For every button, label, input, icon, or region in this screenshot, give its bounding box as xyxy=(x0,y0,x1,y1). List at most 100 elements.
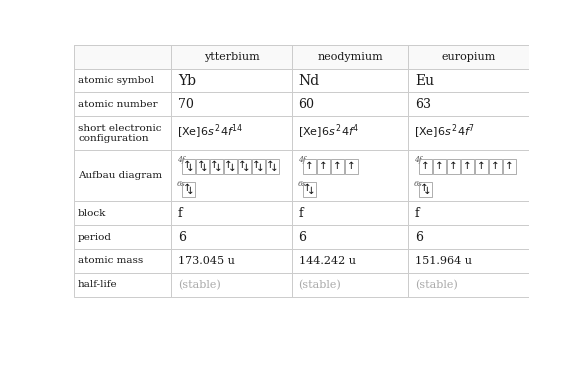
Bar xyxy=(409,45,529,69)
Bar xyxy=(74,201,172,225)
Text: 173.045 u: 173.045 u xyxy=(178,256,235,266)
Text: ↑: ↑ xyxy=(347,161,356,171)
Bar xyxy=(224,159,237,174)
Bar xyxy=(74,69,172,93)
Bar xyxy=(292,249,409,273)
Text: ↑: ↑ xyxy=(238,160,247,170)
Text: ↑: ↑ xyxy=(435,161,444,171)
Text: 4f: 4f xyxy=(177,157,185,164)
Bar xyxy=(409,93,529,116)
Text: ytterbium: ytterbium xyxy=(204,52,260,62)
Bar xyxy=(409,249,529,273)
Text: neodymium: neodymium xyxy=(318,52,383,62)
Bar xyxy=(409,201,529,225)
Bar xyxy=(419,182,432,197)
Bar xyxy=(74,225,172,249)
Text: ↓: ↓ xyxy=(270,163,278,173)
Text: 151.964 u: 151.964 u xyxy=(415,256,472,266)
Bar xyxy=(74,93,172,116)
Bar xyxy=(182,159,195,174)
Text: $[\mathrm{Xe}]6s^{\,2}4f^{14}$: $[\mathrm{Xe}]6s^{\,2}4f^{14}$ xyxy=(177,122,243,141)
Bar xyxy=(292,69,409,93)
Bar xyxy=(172,249,292,273)
Text: ↓: ↓ xyxy=(307,186,316,196)
Text: ↑: ↑ xyxy=(211,160,219,170)
Bar xyxy=(292,201,409,225)
Bar xyxy=(475,159,487,174)
Text: f: f xyxy=(415,207,419,220)
Text: 144.242 u: 144.242 u xyxy=(299,256,356,266)
Text: atomic symbol: atomic symbol xyxy=(78,76,154,85)
Text: ↑: ↑ xyxy=(491,161,500,171)
Bar xyxy=(172,45,292,69)
Text: 4f: 4f xyxy=(298,157,305,164)
Bar xyxy=(266,159,279,174)
Text: ↑: ↑ xyxy=(183,184,191,193)
Bar xyxy=(292,150,409,201)
Bar xyxy=(292,93,409,116)
Bar xyxy=(238,159,250,174)
Bar xyxy=(409,273,529,297)
Bar xyxy=(172,116,292,150)
Bar xyxy=(503,159,516,174)
Text: ↑: ↑ xyxy=(252,160,261,170)
Text: atomic number: atomic number xyxy=(78,100,158,109)
Bar xyxy=(172,69,292,93)
Text: half-life: half-life xyxy=(78,280,118,289)
Text: ↑: ↑ xyxy=(333,161,342,171)
Bar xyxy=(172,150,292,201)
Text: ↓: ↓ xyxy=(200,163,209,173)
Text: ↓: ↓ xyxy=(186,163,195,173)
Text: Aufbau diagram: Aufbau diagram xyxy=(78,171,162,180)
Bar xyxy=(172,225,292,249)
Bar xyxy=(172,45,292,69)
Text: 6: 6 xyxy=(415,231,423,244)
Bar xyxy=(489,159,502,174)
Text: ↑: ↑ xyxy=(303,184,312,193)
Text: ↑: ↑ xyxy=(196,160,205,170)
Bar xyxy=(409,116,529,150)
Bar xyxy=(74,249,172,273)
Text: ↑: ↑ xyxy=(224,160,233,170)
Text: (stable): (stable) xyxy=(415,280,457,290)
Text: (stable): (stable) xyxy=(299,280,342,290)
Text: 63: 63 xyxy=(415,98,431,111)
Text: atomic mass: atomic mass xyxy=(78,256,143,265)
Bar xyxy=(74,45,172,69)
Text: 70: 70 xyxy=(178,98,193,111)
Text: (stable): (stable) xyxy=(178,280,220,290)
Text: ↑: ↑ xyxy=(463,161,472,171)
Bar xyxy=(74,45,172,69)
Text: ↓: ↓ xyxy=(242,163,250,173)
Bar xyxy=(292,273,409,297)
Bar xyxy=(172,93,292,116)
Bar xyxy=(419,159,432,174)
Bar xyxy=(317,159,330,174)
Bar xyxy=(252,159,265,174)
Bar xyxy=(172,201,292,225)
Text: ↑: ↑ xyxy=(422,161,430,171)
Bar xyxy=(74,273,172,297)
Text: ↑: ↑ xyxy=(449,161,458,171)
Bar xyxy=(182,182,195,197)
Bar xyxy=(292,45,409,69)
Bar xyxy=(292,116,409,150)
Text: ↓: ↓ xyxy=(423,186,432,196)
Bar xyxy=(461,159,474,174)
Text: 6s: 6s xyxy=(414,180,423,188)
Text: europium: europium xyxy=(442,52,496,62)
Text: f: f xyxy=(299,207,303,220)
Text: ↑: ↑ xyxy=(266,160,275,170)
Text: ↑: ↑ xyxy=(505,161,513,171)
Text: Yb: Yb xyxy=(178,73,196,88)
Bar xyxy=(433,159,446,174)
Text: Eu: Eu xyxy=(415,73,434,88)
Text: ↓: ↓ xyxy=(228,163,237,173)
Bar xyxy=(409,150,529,201)
Text: 6: 6 xyxy=(299,231,306,244)
Text: Nd: Nd xyxy=(299,73,320,88)
Bar xyxy=(303,182,316,197)
Text: ↓: ↓ xyxy=(186,186,195,196)
Text: ↓: ↓ xyxy=(214,163,223,173)
Text: period: period xyxy=(78,232,112,242)
